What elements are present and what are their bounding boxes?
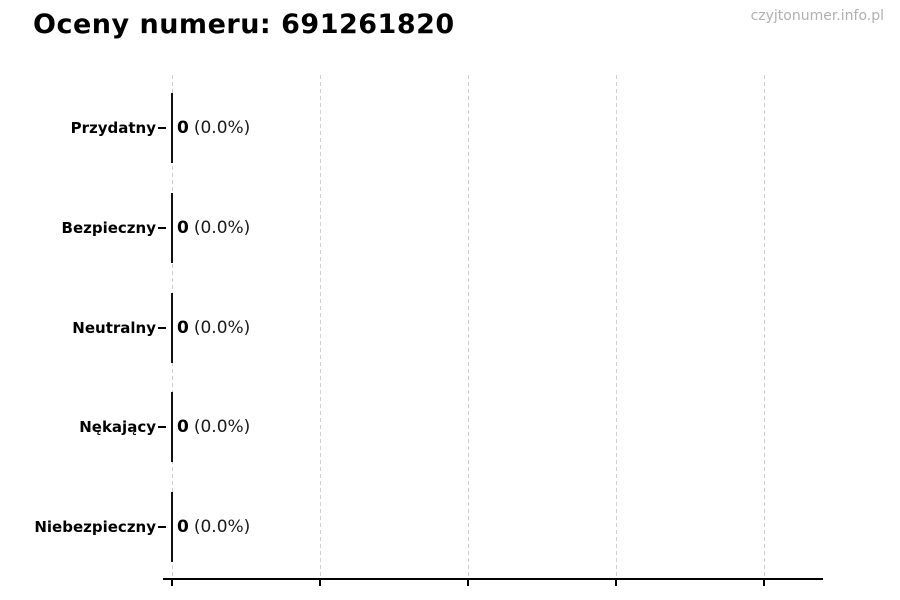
value-label: 0 (0.0%) xyxy=(177,515,250,539)
x-axis-tick xyxy=(467,578,469,586)
value-percent: (0.0%) xyxy=(193,318,251,338)
bar-niebezpieczny xyxy=(171,492,173,562)
value-count: 0 xyxy=(177,517,189,537)
category-label: Neutralny xyxy=(72,319,156,337)
value-percent: (0.0%) xyxy=(193,118,251,138)
value-percent: (0.0%) xyxy=(193,417,251,437)
bar-przydatny xyxy=(171,93,173,163)
x-axis-tick xyxy=(615,578,617,586)
value-count: 0 xyxy=(177,318,189,338)
value-percent: (0.0%) xyxy=(193,517,251,537)
value-count: 0 xyxy=(177,417,189,437)
gridline xyxy=(468,75,469,578)
y-axis-tick xyxy=(158,327,166,329)
gridline xyxy=(320,75,321,578)
y-axis-tick xyxy=(158,426,166,428)
value-count: 0 xyxy=(177,218,189,238)
category-label: Niebezpieczny xyxy=(34,518,156,536)
plot-area xyxy=(163,75,823,586)
y-axis-tick xyxy=(158,127,166,129)
x-axis-tick xyxy=(319,578,321,586)
y-axis-tick xyxy=(158,227,166,229)
y-axis-tick xyxy=(158,526,166,528)
category-label: Nękający xyxy=(79,418,156,436)
value-label: 0 (0.0%) xyxy=(177,216,250,240)
bar-neutralny xyxy=(171,293,173,363)
category-label: Bezpieczny xyxy=(61,219,156,237)
gridline xyxy=(764,75,765,578)
gridline xyxy=(616,75,617,578)
category-label: Przydatny xyxy=(70,119,156,137)
bar-bezpieczny xyxy=(171,193,173,263)
chart-title: Oceny numeru: 691261820 xyxy=(33,9,455,40)
value-count: 0 xyxy=(177,118,189,138)
value-percent: (0.0%) xyxy=(193,218,251,238)
value-label: 0 (0.0%) xyxy=(177,116,250,140)
x-axis-tick xyxy=(171,578,173,586)
value-label: 0 (0.0%) xyxy=(177,415,250,439)
x-axis-tick xyxy=(763,578,765,586)
watermark: czyjtonumer.info.pl xyxy=(750,8,884,24)
value-label: 0 (0.0%) xyxy=(177,316,250,340)
bar-nekajacy xyxy=(171,392,173,462)
